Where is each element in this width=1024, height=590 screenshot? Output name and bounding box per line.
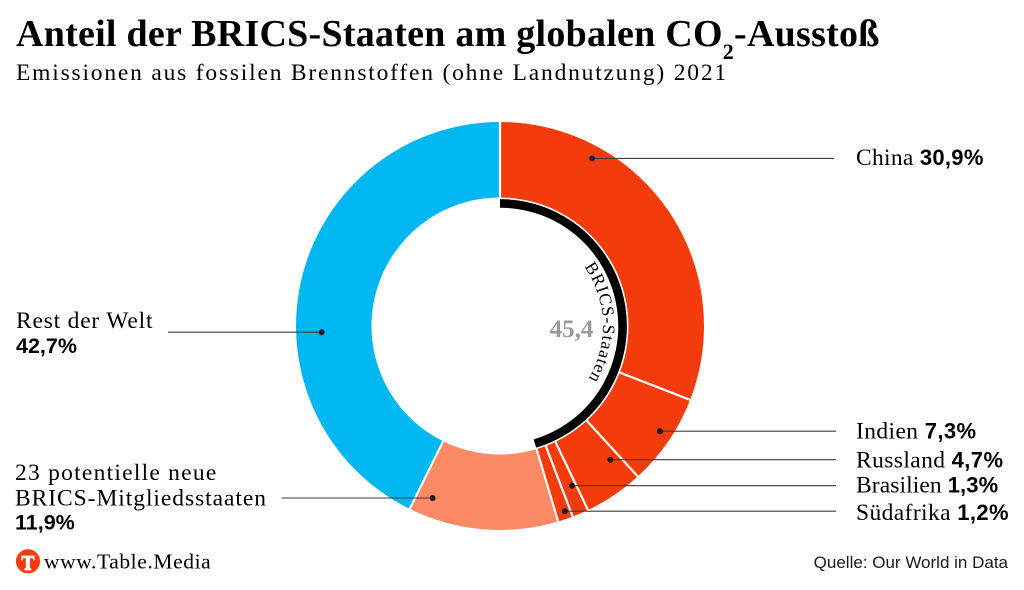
svg-text:www.Table.Media: www.Table.Media xyxy=(44,550,211,574)
svg-text:11,9%: 11,9% xyxy=(15,511,75,535)
svg-text:China 30,9%: China 30,9% xyxy=(856,145,984,171)
svg-text:23 potentielle neue: 23 potentielle neue xyxy=(15,460,218,486)
svg-text:Quelle: Our World in Data: Quelle: Our World in Data xyxy=(814,553,1009,572)
svg-text:Rest der Welt: Rest der Welt xyxy=(16,308,153,334)
svg-text:Russland 4,7%: Russland 4,7% xyxy=(856,447,1003,473)
svg-text:Emissionen aus fossilen Brenns: Emissionen aus fossilen Brennstoffen (oh… xyxy=(16,60,728,86)
svg-text:Indien 7,3%: Indien 7,3% xyxy=(856,419,976,445)
svg-text:BRICS-Mitgliedsstaaten: BRICS-Mitgliedsstaaten xyxy=(15,485,267,511)
svg-text:Brasilien 1,3%: Brasilien 1,3% xyxy=(856,472,998,498)
svg-text:Südafrika 1,2%: Südafrika 1,2% xyxy=(856,500,1009,526)
svg-text:42,7%: 42,7% xyxy=(16,334,77,358)
svg-text:45,4: 45,4 xyxy=(550,316,594,343)
